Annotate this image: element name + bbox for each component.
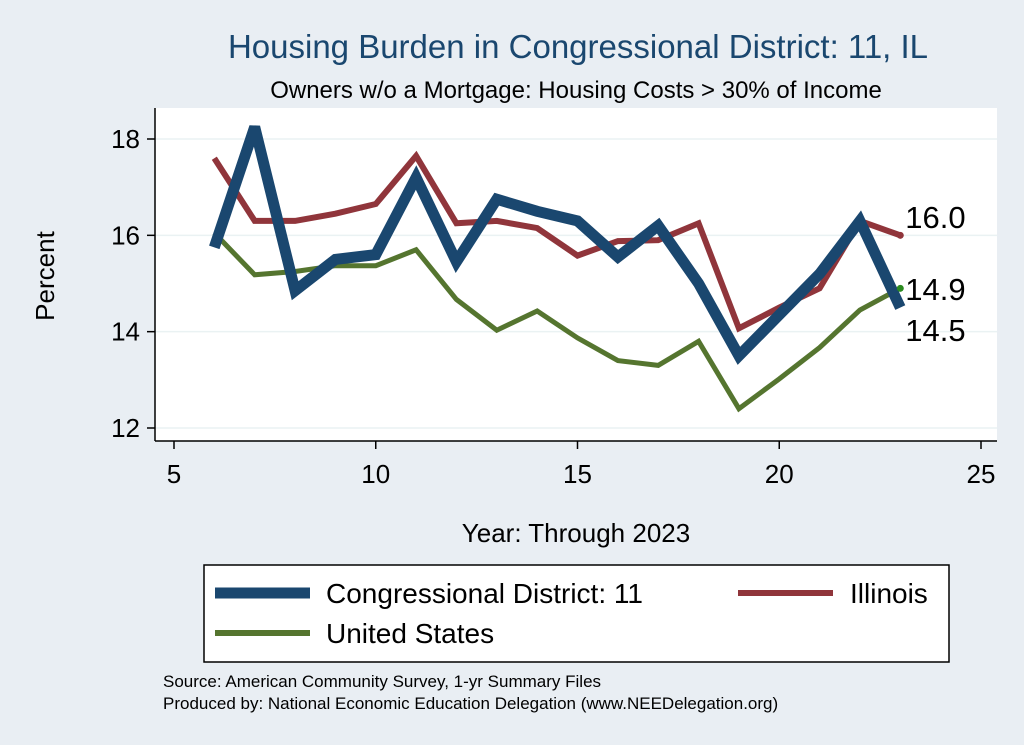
x-axis-label: Year: Through 2023 [462,518,690,548]
x-tick-label: 25 [967,459,996,489]
x-tick-label: 20 [765,459,794,489]
legend-label-illinois: Illinois [850,578,928,609]
legend-label-us: United States [326,618,494,649]
chart-subtitle: Owners w/o a Mortgage: Housing Costs > 3… [270,77,882,104]
legend-label-district: Congressional District: 11 [326,578,643,609]
x-tick-label: 5 [167,459,181,489]
legend-box [203,564,950,663]
end-marker [896,231,904,239]
y-tick-label: 18 [111,124,140,154]
end-label-illinois: 16.0 [905,200,965,235]
grid-lines [155,138,997,429]
producer-note: Produced by: National Economic Education… [163,694,778,713]
end-label-district: 14.5 [905,313,965,348]
end-value-labels: 16.0 14.9 14.5 [905,200,965,348]
x-tick-label: 10 [361,459,390,489]
chart-title: Housing Burden in Congressional District… [228,28,928,65]
legend: Congressional District: 11 Illinois Unit… [203,564,950,663]
y-axis-label: Percent [30,230,60,320]
x-tick-label: 15 [563,459,592,489]
y-tick-label: 12 [111,413,140,443]
source-note: Source: American Community Survey, 1-yr … [163,672,601,691]
y-tick-label: 16 [111,220,140,250]
end-label-us: 14.9 [905,272,965,307]
series-line-district [209,125,906,365]
y-tick-label: 14 [111,317,140,347]
series-lines [209,125,906,413]
axes: 12 14 16 18 5 10 15 20 25 [111,108,997,489]
end-marker [896,284,904,292]
